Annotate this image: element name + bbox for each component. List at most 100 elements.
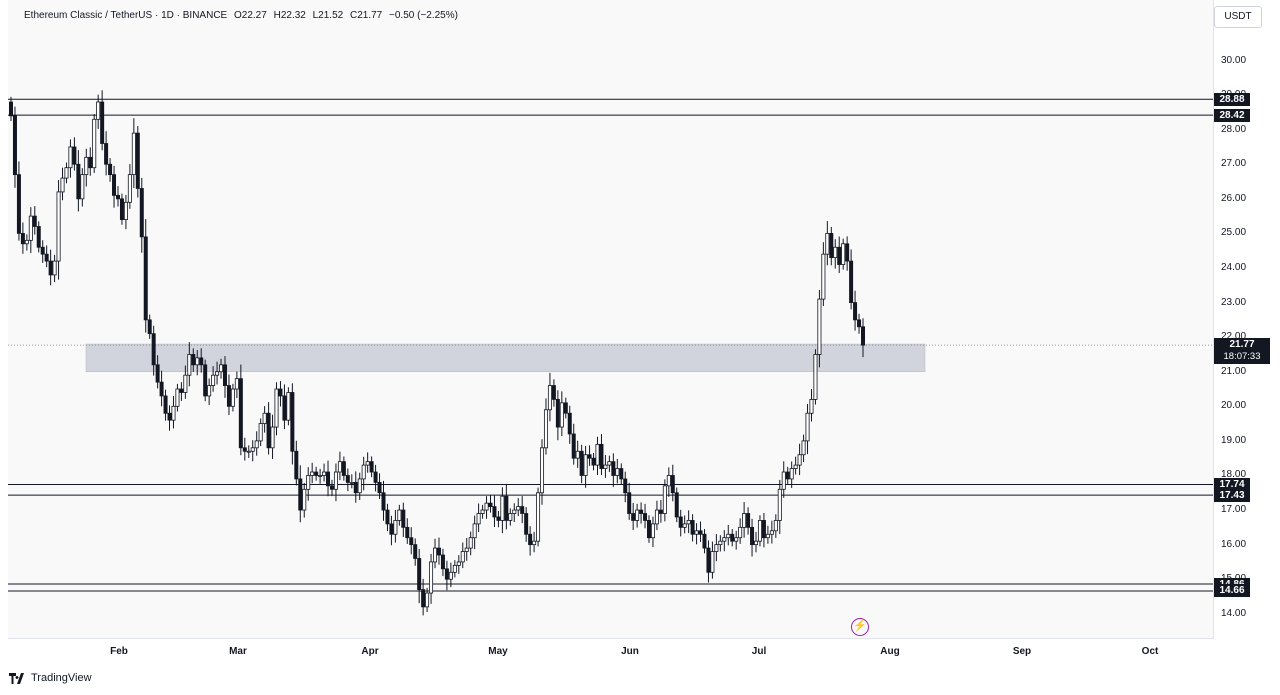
candle[interactable] bbox=[765, 525, 770, 544]
candle[interactable] bbox=[127, 164, 132, 209]
candle[interactable] bbox=[595, 436, 600, 476]
candle[interactable] bbox=[698, 521, 703, 542]
candle[interactable] bbox=[365, 452, 370, 473]
candle[interactable] bbox=[52, 254, 57, 283]
candle[interactable] bbox=[821, 242, 826, 307]
candle[interactable] bbox=[155, 355, 160, 389]
candle[interactable] bbox=[456, 555, 461, 574]
candle[interactable] bbox=[84, 148, 89, 187]
candle[interactable] bbox=[222, 356, 227, 398]
candle[interactable] bbox=[460, 542, 465, 569]
candle[interactable] bbox=[500, 487, 505, 534]
candle[interactable] bbox=[841, 238, 846, 270]
candle[interactable] bbox=[266, 402, 271, 455]
chart-pane[interactable]: Ethereum Classic / TetherUS · 1D · BINAN… bbox=[8, 0, 1214, 639]
candle[interactable] bbox=[654, 500, 659, 531]
candle[interactable] bbox=[785, 466, 790, 485]
candle[interactable] bbox=[476, 503, 481, 532]
candle[interactable] bbox=[452, 560, 457, 578]
candle[interactable] bbox=[547, 372, 552, 422]
candle[interactable] bbox=[619, 463, 624, 485]
candle[interactable] bbox=[746, 507, 751, 535]
candle[interactable] bbox=[254, 431, 259, 456]
candle[interactable] bbox=[413, 538, 418, 566]
candle[interactable] bbox=[504, 484, 509, 530]
candle[interactable] bbox=[738, 518, 743, 544]
candle[interactable] bbox=[773, 514, 778, 538]
candle[interactable] bbox=[587, 445, 592, 466]
candle[interactable] bbox=[24, 234, 29, 251]
candle[interactable] bbox=[528, 526, 533, 556]
candle[interactable] bbox=[361, 456, 366, 491]
candle[interactable] bbox=[769, 520, 774, 544]
candle[interactable] bbox=[631, 502, 636, 531]
candle[interactable] bbox=[540, 439, 545, 505]
candle[interactable] bbox=[662, 479, 667, 522]
candle[interactable] bbox=[306, 467, 311, 501]
candle[interactable] bbox=[591, 452, 596, 471]
candle[interactable] bbox=[436, 537, 441, 565]
candle[interactable] bbox=[448, 562, 453, 588]
candle[interactable] bbox=[171, 395, 176, 429]
candle[interactable] bbox=[409, 527, 414, 555]
candle[interactable] bbox=[48, 249, 53, 286]
candle[interactable] bbox=[286, 387, 291, 426]
candle[interactable] bbox=[417, 549, 422, 604]
candle[interactable] bbox=[857, 313, 862, 334]
candle[interactable] bbox=[147, 314, 152, 339]
candle[interactable] bbox=[215, 361, 220, 385]
candle[interactable] bbox=[781, 461, 786, 498]
candle[interactable] bbox=[96, 94, 101, 129]
candle[interactable] bbox=[56, 180, 61, 280]
candle[interactable] bbox=[199, 348, 204, 373]
candle[interactable] bbox=[167, 405, 172, 431]
candle[interactable] bbox=[551, 379, 556, 407]
candle[interactable] bbox=[183, 365, 188, 399]
candle[interactable] bbox=[686, 510, 691, 534]
candle[interactable] bbox=[405, 518, 410, 544]
candle[interactable] bbox=[385, 503, 390, 532]
candle[interactable] bbox=[28, 207, 33, 254]
candle[interactable] bbox=[468, 531, 473, 556]
candle[interactable] bbox=[559, 391, 564, 437]
candle[interactable] bbox=[76, 150, 81, 212]
candle[interactable] bbox=[710, 541, 715, 579]
candle[interactable] bbox=[611, 453, 616, 487]
candle[interactable] bbox=[44, 245, 49, 268]
candle[interactable] bbox=[60, 167, 65, 201]
candle[interactable] bbox=[849, 249, 854, 310]
candle[interactable] bbox=[690, 514, 695, 542]
candle[interactable] bbox=[575, 440, 580, 468]
candle[interactable] bbox=[761, 513, 766, 548]
candle[interactable] bbox=[496, 510, 501, 528]
candle[interactable] bbox=[357, 472, 362, 501]
candlestick-plot[interactable] bbox=[8, 0, 1213, 638]
candle[interactable] bbox=[163, 389, 168, 421]
candle[interactable] bbox=[381, 480, 386, 521]
candle[interactable] bbox=[563, 397, 568, 419]
candle[interactable] bbox=[484, 496, 489, 519]
candle[interactable] bbox=[72, 137, 77, 171]
candle[interactable] bbox=[290, 383, 295, 465]
candle[interactable] bbox=[706, 540, 711, 583]
candle[interactable] bbox=[179, 382, 184, 401]
candle[interactable] bbox=[68, 139, 73, 178]
candle[interactable] bbox=[492, 495, 497, 527]
candle[interactable] bbox=[643, 503, 648, 529]
candle[interactable] bbox=[464, 538, 469, 561]
candle[interactable] bbox=[203, 359, 208, 402]
candle[interactable] bbox=[322, 463, 327, 482]
candle[interactable] bbox=[682, 515, 687, 534]
candle[interactable] bbox=[555, 390, 560, 441]
candle[interactable] bbox=[234, 371, 239, 399]
candle[interactable] bbox=[567, 405, 572, 444]
candle[interactable] bbox=[211, 366, 216, 392]
candle[interactable] bbox=[112, 165, 117, 208]
candle[interactable] bbox=[393, 510, 398, 543]
candle[interactable] bbox=[829, 226, 834, 266]
candle[interactable] bbox=[678, 509, 683, 537]
candle[interactable] bbox=[175, 383, 180, 412]
candle[interactable] bbox=[536, 487, 541, 547]
candle[interactable] bbox=[532, 531, 537, 553]
candle[interactable] bbox=[278, 381, 283, 407]
